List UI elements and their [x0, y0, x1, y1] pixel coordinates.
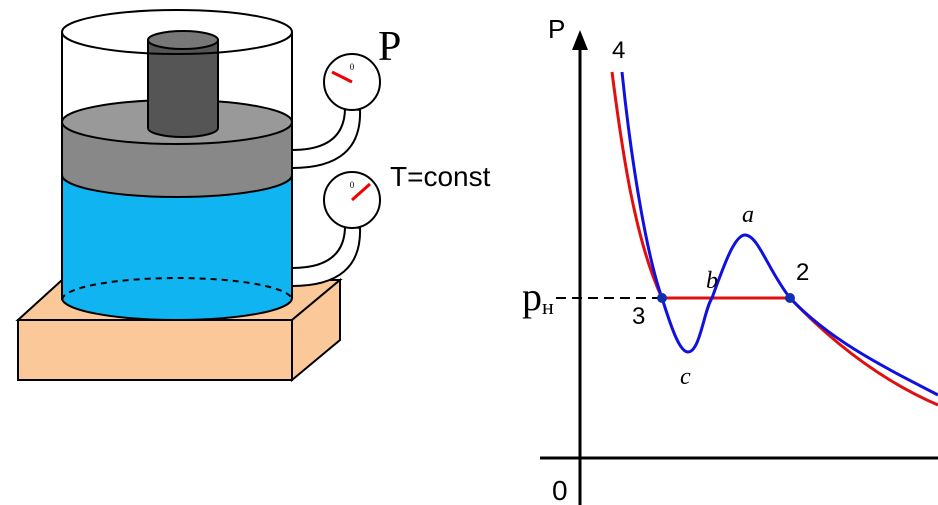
point [657, 293, 667, 303]
gauges [323, 53, 381, 229]
origin-label: 0 [552, 475, 568, 505]
point-label: c [680, 364, 691, 390]
red-isotherm [610, 71, 938, 407]
gauge-zero: 0 [350, 180, 355, 190]
point-label: 2 [796, 259, 809, 286]
point-label: b [706, 268, 718, 294]
point-label: 4 [612, 37, 625, 64]
pressure-label: P [378, 24, 401, 70]
point [785, 293, 795, 303]
y-axis-label: P [548, 14, 565, 44]
temperature-label: T=const [390, 161, 491, 192]
pressure-symbol-p: p [522, 274, 542, 319]
point-label: 3 [632, 303, 645, 330]
pipes [291, 106, 362, 288]
blue-isotherm [620, 71, 938, 397]
cylinder [61, 9, 293, 321]
gauge-zero: 0 [350, 62, 355, 72]
pressure-subscript: н [542, 294, 554, 319]
point-label: a [742, 202, 754, 228]
pressure-symbol: pн [522, 274, 554, 319]
axes [540, 30, 938, 505]
